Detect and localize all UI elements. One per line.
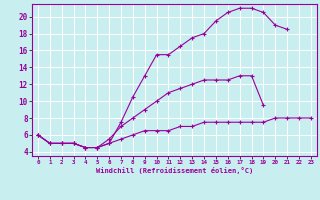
X-axis label: Windchill (Refroidissement éolien,°C): Windchill (Refroidissement éolien,°C) — [96, 167, 253, 174]
